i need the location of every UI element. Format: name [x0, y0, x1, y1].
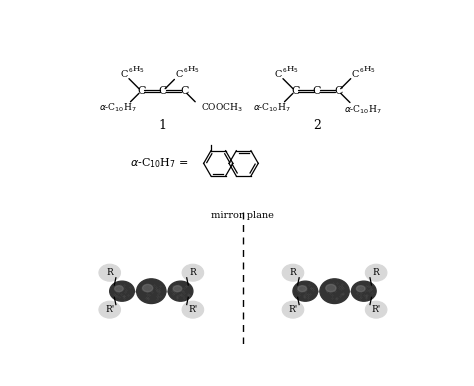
Text: $\alpha$-C$_{10}$H$_7$: $\alpha$-C$_{10}$H$_7$ — [254, 102, 291, 114]
Text: R': R' — [188, 305, 198, 314]
Ellipse shape — [293, 281, 318, 301]
Text: $_6$H$_5$: $_6$H$_5$ — [359, 64, 376, 74]
Ellipse shape — [168, 281, 193, 301]
Ellipse shape — [298, 286, 307, 292]
Text: C: C — [334, 86, 343, 96]
Ellipse shape — [365, 264, 387, 281]
Ellipse shape — [115, 286, 123, 292]
Text: mirror plane: mirror plane — [211, 211, 274, 220]
Text: C: C — [291, 86, 300, 96]
Ellipse shape — [143, 284, 153, 292]
Text: $\alpha$-C$_{10}$H$_7$: $\alpha$-C$_{10}$H$_7$ — [100, 102, 137, 114]
Ellipse shape — [326, 284, 336, 292]
Ellipse shape — [352, 281, 376, 301]
Ellipse shape — [365, 301, 387, 318]
Text: R': R' — [372, 305, 381, 314]
Ellipse shape — [99, 301, 120, 318]
Text: R': R' — [105, 305, 114, 314]
Text: R: R — [190, 268, 196, 277]
Text: C: C — [312, 86, 321, 96]
Text: 2: 2 — [313, 119, 321, 132]
Ellipse shape — [182, 301, 204, 318]
Text: R: R — [106, 268, 113, 277]
Ellipse shape — [320, 279, 349, 303]
Ellipse shape — [282, 264, 304, 281]
Text: COOCH$_3$: COOCH$_3$ — [201, 102, 243, 114]
Text: C: C — [175, 69, 182, 78]
Ellipse shape — [182, 264, 204, 281]
Ellipse shape — [137, 279, 166, 303]
Text: R: R — [290, 268, 296, 277]
Text: C: C — [352, 69, 359, 78]
Text: $\alpha$-C$_{10}$H$_7$ =: $\alpha$-C$_{10}$H$_7$ = — [130, 156, 188, 170]
Ellipse shape — [356, 286, 365, 292]
Text: $_6$H$_5$: $_6$H$_5$ — [183, 64, 200, 74]
Text: C: C — [159, 86, 167, 96]
Ellipse shape — [282, 301, 304, 318]
Text: R': R' — [288, 305, 298, 314]
Text: C: C — [274, 69, 282, 78]
Ellipse shape — [173, 286, 182, 292]
Text: R: R — [373, 268, 380, 277]
Ellipse shape — [109, 281, 134, 301]
Text: $_6$H$_5$: $_6$H$_5$ — [282, 64, 299, 74]
Text: $\alpha$-C$_{10}$H$_7$: $\alpha$-C$_{10}$H$_7$ — [344, 103, 382, 116]
Text: C: C — [180, 86, 189, 96]
Text: C: C — [137, 86, 146, 96]
Ellipse shape — [99, 264, 120, 281]
Text: C: C — [121, 69, 128, 78]
Text: $_6$H$_5$: $_6$H$_5$ — [128, 64, 145, 74]
Text: 1: 1 — [159, 119, 167, 132]
